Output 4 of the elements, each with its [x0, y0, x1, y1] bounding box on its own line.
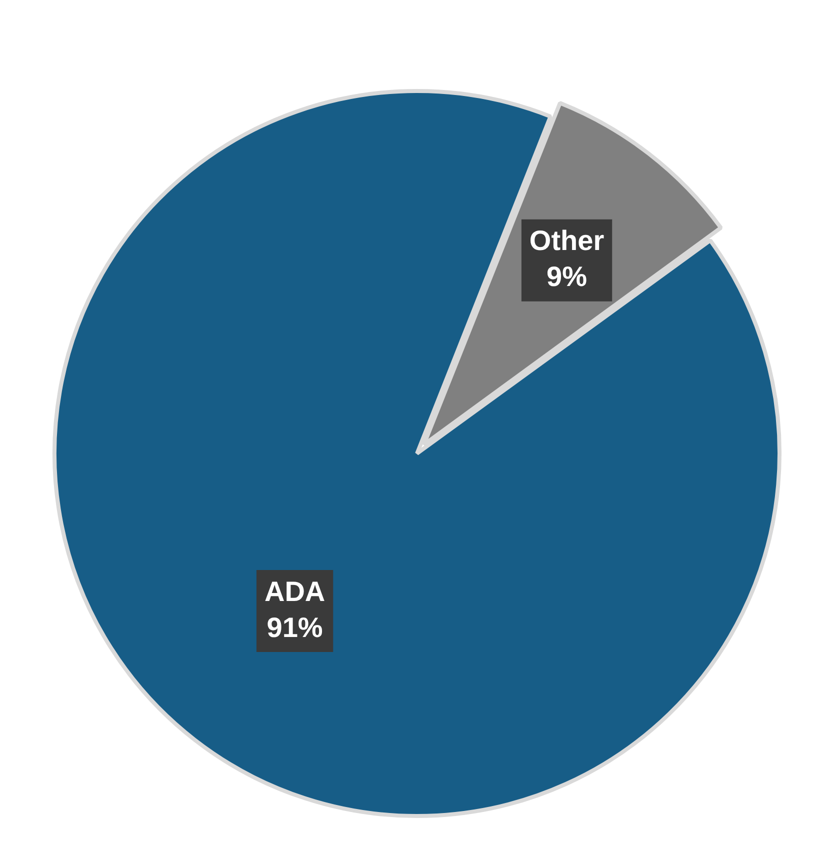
slice-label: Other: [529, 225, 604, 256]
slice-label: ADA: [264, 576, 326, 607]
data-label: 9%: [546, 261, 588, 292]
data-label: 91%: [266, 612, 323, 643]
